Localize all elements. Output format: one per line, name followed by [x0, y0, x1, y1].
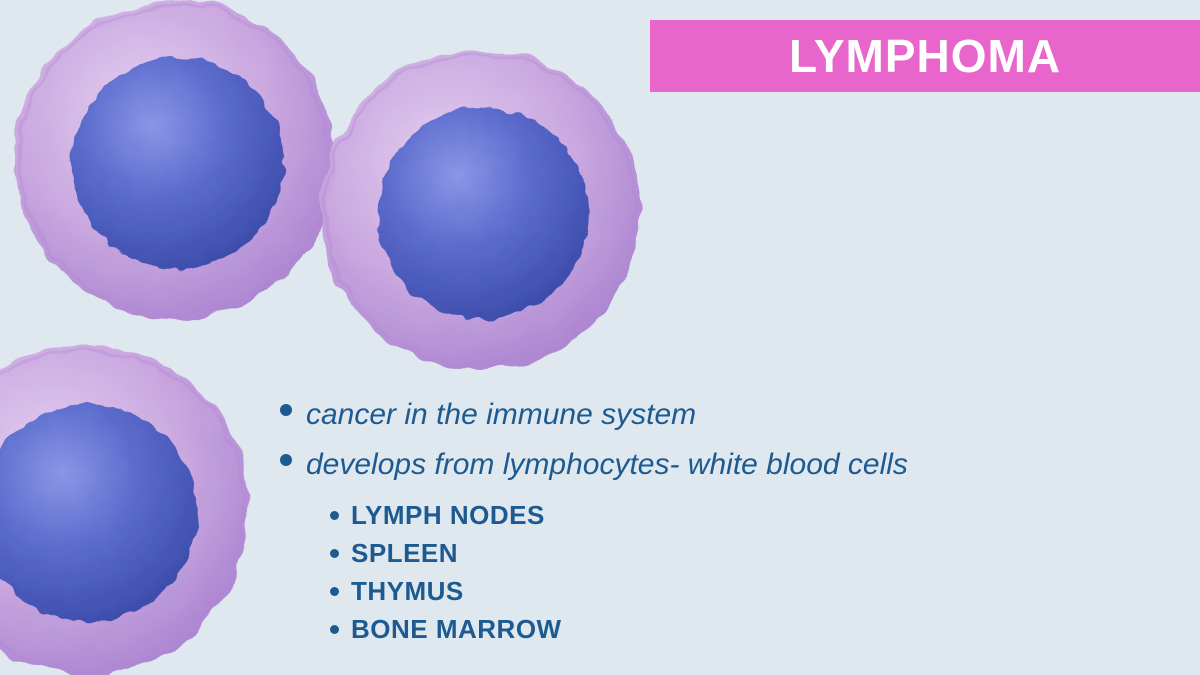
- main-item-text: develops from lymphocytes- white blood c…: [306, 440, 908, 490]
- title-text: LYMPHOMA: [789, 29, 1061, 83]
- sub-bullet-item: LYMPH NODES: [330, 496, 908, 534]
- sub-item-text: THYMUS: [351, 572, 464, 610]
- bullet-icon: [330, 549, 339, 558]
- sub-bullet-item: BONE MARROW: [330, 610, 908, 648]
- sub-list: LYMPH NODESSPLEENTHYMUSBONE MARROW: [330, 496, 908, 648]
- bullet-icon: [330, 511, 339, 520]
- bullet-icon: [330, 625, 339, 634]
- sub-item-text: BONE MARROW: [351, 610, 562, 648]
- bullet-icon: [280, 454, 292, 466]
- bullet-icon: [280, 404, 292, 416]
- sub-bullet-item: THYMUS: [330, 572, 908, 610]
- title-banner: LYMPHOMA: [650, 20, 1200, 92]
- sub-bullet-item: SPLEEN: [330, 534, 908, 572]
- sub-item-text: SPLEEN: [351, 534, 458, 572]
- bullet-icon: [330, 587, 339, 596]
- main-item-text: cancer in the immune system: [306, 390, 696, 440]
- sub-item-text: LYMPH NODES: [351, 496, 545, 534]
- main-bullet-item: develops from lymphocytes- white blood c…: [280, 440, 908, 490]
- content-list: cancer in the immune systemdevelops from…: [280, 390, 908, 648]
- main-bullet-item: cancer in the immune system: [280, 390, 908, 440]
- slide-canvas: LYMPHOMA cancer in the immune systemdeve…: [0, 0, 1200, 675]
